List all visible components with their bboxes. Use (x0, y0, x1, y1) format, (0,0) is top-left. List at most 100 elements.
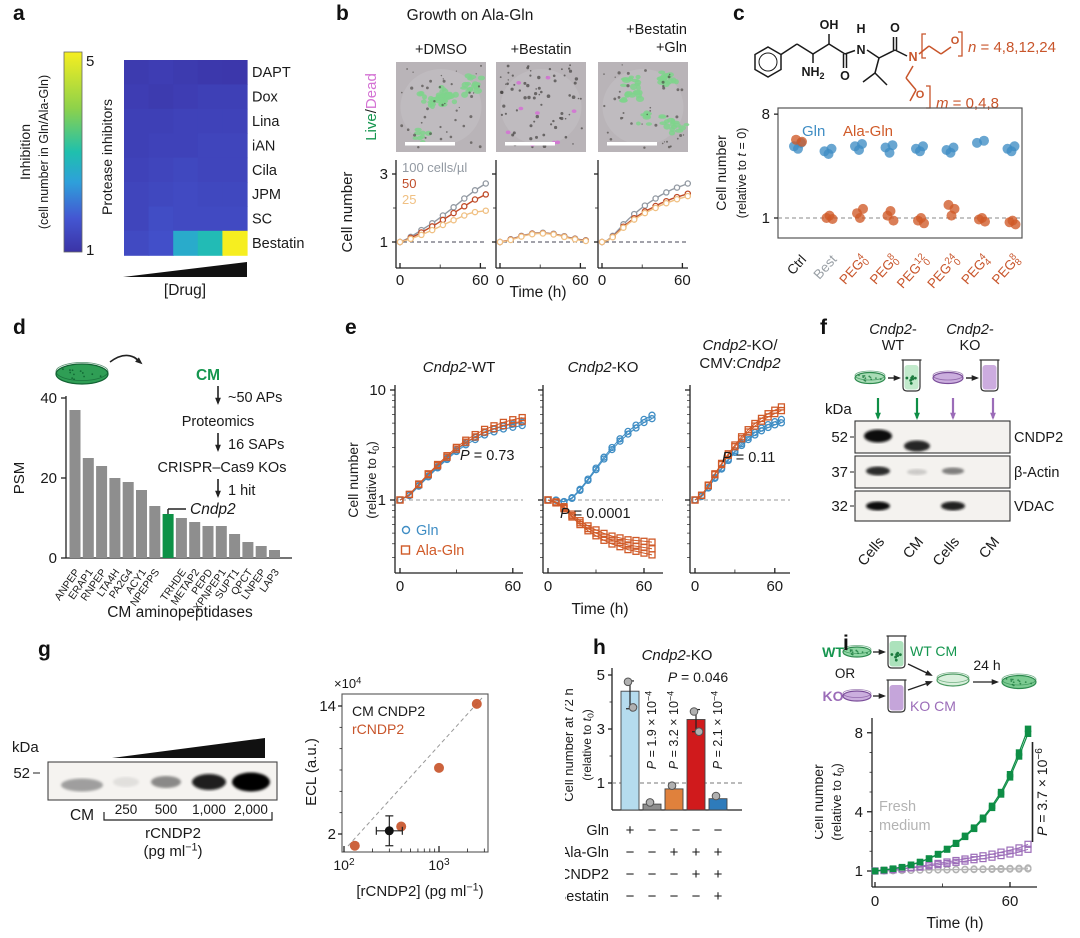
condition-header: +DMSO (415, 42, 467, 58)
condition-header: +Gln (656, 40, 687, 56)
x-category-label: PEG44 (958, 251, 995, 289)
y-axis-label: (relative to t0) (580, 709, 596, 780)
cm-transfer-panel: WT WT CM OR KO KO CM 24 h 8 4 10 60 Cell number (re… (815, 635, 1050, 932)
rcndp2-point (396, 821, 407, 832)
panel-f: f Cndp2- WT Cndp2- KO kDa 52 CNDP2 37 β-Actin 32 V… (800, 310, 1080, 640)
p-value-label: P = 0.11 (722, 450, 775, 466)
condition-label: rCNDP2 (565, 867, 609, 883)
panel-i-letter: i (843, 632, 849, 655)
y-axis-label: Cell number (339, 172, 356, 253)
microscopy-image (396, 62, 486, 152)
condition-value: + (692, 866, 701, 883)
tube-icon (979, 359, 1000, 392)
y-axis-label: (relative to t0) (829, 763, 846, 841)
x-category-label: PEG240 (924, 251, 965, 293)
atom-label: O (951, 35, 960, 47)
x-axis-label: Time (h) (571, 601, 628, 618)
panel-a-letter: a (13, 2, 25, 25)
drug-gradient-triangle (123, 262, 247, 277)
panel-g-letter: g (38, 638, 51, 661)
rcndp2-point (349, 840, 360, 851)
bar (708, 798, 728, 811)
petri-dish-icon (854, 370, 886, 385)
heatmap-row-label: Lina (252, 114, 280, 130)
condition-value: − (648, 844, 657, 861)
atom-label: O (840, 69, 850, 83)
heatmap-row-label: Cila (252, 163, 278, 179)
legend-item: 25 (402, 192, 416, 207)
y-tick: 1 (378, 492, 386, 509)
rcndp2-point (471, 698, 482, 709)
condition-value: − (626, 888, 635, 905)
concentration-triangle (112, 738, 265, 758)
panel-i-cm-transfer-figure: WT WT CM OR KO KO CM 24 h 8 4 10 60 Cell number (re… (815, 635, 1050, 932)
x-tick: 0 (691, 578, 699, 595)
lane-label: 500 (155, 802, 178, 817)
p-value-label: P = 1.9 × 10−4 (644, 691, 660, 769)
lane-label: CM (70, 807, 94, 824)
condition-value: − (648, 866, 657, 883)
flow-step: ~50 APs (228, 390, 282, 406)
scale-note: ×104 (334, 674, 361, 691)
y-tick: 8 (762, 106, 770, 123)
condition-value: − (692, 888, 701, 905)
y-tick: 10 (369, 382, 386, 399)
schematic-label: OR (835, 666, 856, 681)
legend-item: Gln (416, 523, 439, 539)
x-tick: 60 (674, 272, 691, 289)
hit-gene-label: Cndp2 (190, 501, 236, 518)
scale-bar (607, 142, 657, 146)
x-category-label: Ctrl (784, 252, 809, 278)
condition-label: Bestatin (565, 889, 609, 905)
data-point (694, 727, 704, 736)
petri-dish-icon (55, 354, 143, 385)
psm-bars (69, 410, 280, 558)
blot-target-label: VDAC (1014, 499, 1054, 515)
heatmap-y-label: Protease inhibitors (99, 99, 115, 215)
x-axis-label: Time (h) (926, 915, 983, 932)
condition-value: − (626, 844, 635, 861)
colorbar-tick-min: 1 (86, 242, 94, 259)
y-tick: 4 (855, 804, 863, 821)
panel-h-rescue-bar-figure: Cndp2-KO P = 0.046 Cell number at 72 h (rel… (565, 647, 742, 905)
atom-label: NH2 (801, 65, 824, 81)
condition-label: Gln (586, 823, 609, 839)
lane-label: Cells (855, 534, 888, 569)
data-point (689, 707, 699, 716)
y-axis-label: Cell number (713, 135, 729, 211)
heatmap-x-label: [Drug] (164, 282, 206, 299)
heatmap-row-label: DAPT (252, 65, 291, 81)
legend-item: Ala-Gln (416, 543, 464, 559)
scale-bar (505, 142, 555, 146)
x-axis-label: Time (h) (509, 284, 566, 301)
x-tick: 103 (428, 857, 450, 873)
y-tick: 3 (597, 721, 605, 738)
kda-value: 37 (831, 464, 848, 481)
panel-d-proteomics-figure: CM ~50 APs Proteomics 16 SAPs CRISPR–Cas9 KO… (11, 354, 292, 621)
condition-value: − (670, 866, 679, 883)
plot-box (777, 107, 1023, 239)
y-axis-label: Cell number at 72 h (565, 688, 576, 801)
panel-i: i WT WT CM OR KO KO CM 24 h 8 4 1 0 60 Cell number(… (815, 630, 1080, 938)
bracket-label: rCNDP2 (145, 825, 201, 842)
petri-dish-icon (842, 645, 872, 658)
legend-item: Ala-Gln (843, 123, 893, 140)
lane-label: 2,000 (234, 802, 268, 817)
growth-subplot: 0 60 Cndp2-KO/CMV:Cndp2 P = 0.11 (685, 337, 790, 595)
column-header: KO (960, 338, 981, 354)
lane-label: CM (900, 534, 927, 562)
y-tick: 2 (328, 826, 336, 843)
colorbar-tick-max: 5 (86, 53, 94, 70)
panel-h: h Cndp2-KO P = 0.046 Cell number at 72 h (r… (565, 630, 830, 938)
y-axis-label: (relative to t0) (364, 441, 381, 519)
heatmap-row-label: SC (252, 212, 272, 228)
microscopy-image (496, 62, 586, 152)
atom-label: N (908, 50, 917, 64)
x-tick: 60 (766, 578, 783, 595)
column-header: Cndp2- (869, 322, 917, 338)
condition-header: +Bestatin (511, 42, 572, 58)
scatter-points (789, 134, 1021, 230)
